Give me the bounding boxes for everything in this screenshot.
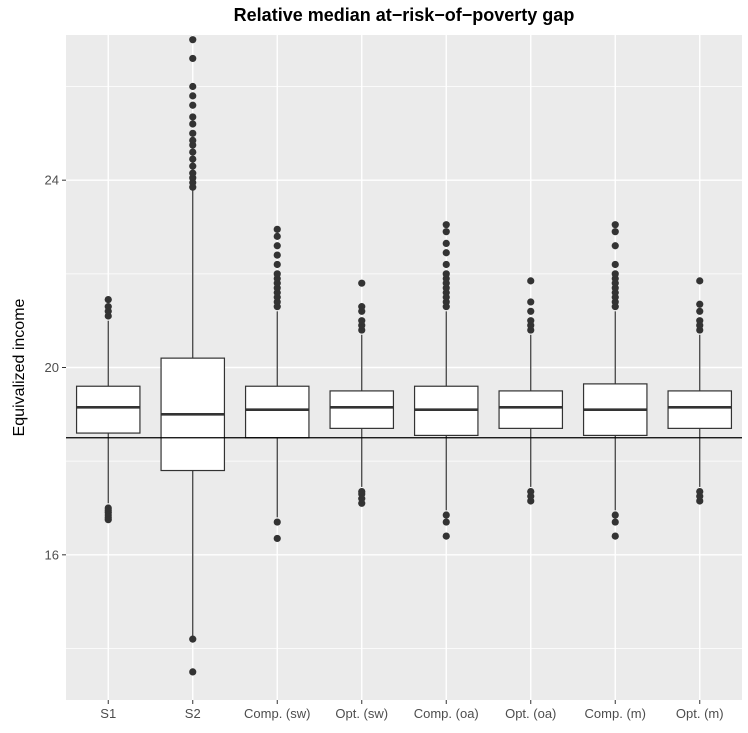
x-tick-label: Comp. (sw): [244, 706, 310, 721]
outlier-point: [442, 260, 450, 269]
outlier-point: [442, 249, 450, 257]
outlier-point: [104, 303, 112, 311]
outlier-point: [273, 270, 281, 278]
outlier-point: [273, 232, 281, 240]
y-tick-label: 20: [45, 360, 59, 375]
outlier-point: [189, 668, 197, 676]
y-axis-title: Equivalized income: [11, 298, 28, 436]
outlier-point: [696, 277, 704, 285]
outlier-point: [104, 295, 112, 304]
box-iqr: [329, 390, 395, 429]
chart-title: Relative median at−risk−of−poverty gap: [233, 5, 575, 25]
outlier-point: [611, 511, 619, 519]
box-3: [244, 225, 310, 543]
outlier-point: [358, 488, 366, 496]
outlier-point: [189, 148, 197, 156]
outlier-point: [611, 270, 619, 278]
outlier-point: [442, 221, 450, 229]
outlier-point: [527, 488, 535, 496]
outlier-point: [189, 129, 197, 137]
outlier-point: [273, 225, 281, 233]
outlier-point: [527, 307, 535, 315]
outlier-point: [611, 260, 619, 269]
outlier-point: [189, 169, 197, 177]
outlier-point: [358, 317, 366, 325]
box-1: [75, 295, 141, 524]
outlier-point: [189, 54, 197, 63]
box-5: [413, 221, 479, 540]
outlier-point: [442, 270, 450, 278]
outlier-point: [611, 518, 619, 526]
box-8: [667, 277, 733, 505]
outlier-point: [273, 534, 281, 543]
x-tick-label: Opt. (sw): [335, 706, 388, 721]
outlier-point: [189, 36, 197, 44]
outlier-point: [696, 317, 704, 325]
outlier-point: [442, 511, 450, 519]
x-tick-label: S2: [185, 706, 201, 721]
box-2: [160, 36, 226, 676]
outlier-point: [273, 260, 281, 269]
box-7: [582, 221, 648, 540]
x-tick-label: Opt. (oa): [505, 706, 556, 721]
x-tick-label: S1: [100, 706, 116, 721]
box-4: [329, 279, 395, 507]
outlier-point: [442, 532, 450, 540]
y-tick-label: 16: [45, 547, 59, 562]
outlier-point: [611, 242, 619, 250]
outlier-point: [189, 635, 197, 643]
outlier-point: [189, 92, 197, 100]
outlier-point: [104, 504, 112, 512]
box-iqr: [75, 385, 141, 434]
x-tick-label: Comp. (oa): [414, 706, 479, 721]
y-axis-ticks: 16 20 24: [45, 173, 66, 562]
outlier-point: [189, 155, 197, 163]
outlier-point: [696, 488, 704, 496]
outlier-point: [527, 317, 535, 325]
box-iqr: [244, 385, 310, 439]
box-6: [498, 277, 564, 505]
outlier-point: [611, 532, 619, 540]
x-tick-label: Comp. (m): [585, 706, 646, 721]
outlier-point: [358, 303, 366, 311]
outlier-point: [189, 82, 197, 91]
outlier-point: [611, 221, 619, 229]
outlier-point: [442, 239, 450, 247]
outlier-point: [189, 113, 197, 121]
outlier-point: [189, 162, 197, 170]
outlier-point: [358, 279, 366, 287]
box-iqr: [667, 390, 733, 429]
outlier-point: [527, 277, 535, 285]
outlier-point: [527, 298, 535, 306]
y-tick-label: 24: [45, 173, 59, 188]
outlier-point: [442, 518, 450, 526]
outlier-point: [273, 518, 281, 526]
outlier-point: [611, 228, 619, 236]
outlier-point: [189, 136, 197, 144]
outlier-point: [189, 120, 197, 128]
outlier-point: [442, 228, 450, 236]
outlier-point: [696, 307, 704, 315]
outlier-point: [273, 251, 281, 259]
x-tick-label: Opt. (m): [676, 706, 724, 721]
outlier-point: [273, 242, 281, 250]
outlier-point: [696, 300, 704, 308]
box-iqr: [498, 390, 564, 429]
box-layer: [75, 36, 733, 676]
outlier-point: [189, 101, 197, 109]
x-axis-ticks: S1 S2 Comp. (sw) Opt. (sw) Comp. (oa) Opt. (o…: [100, 700, 724, 721]
